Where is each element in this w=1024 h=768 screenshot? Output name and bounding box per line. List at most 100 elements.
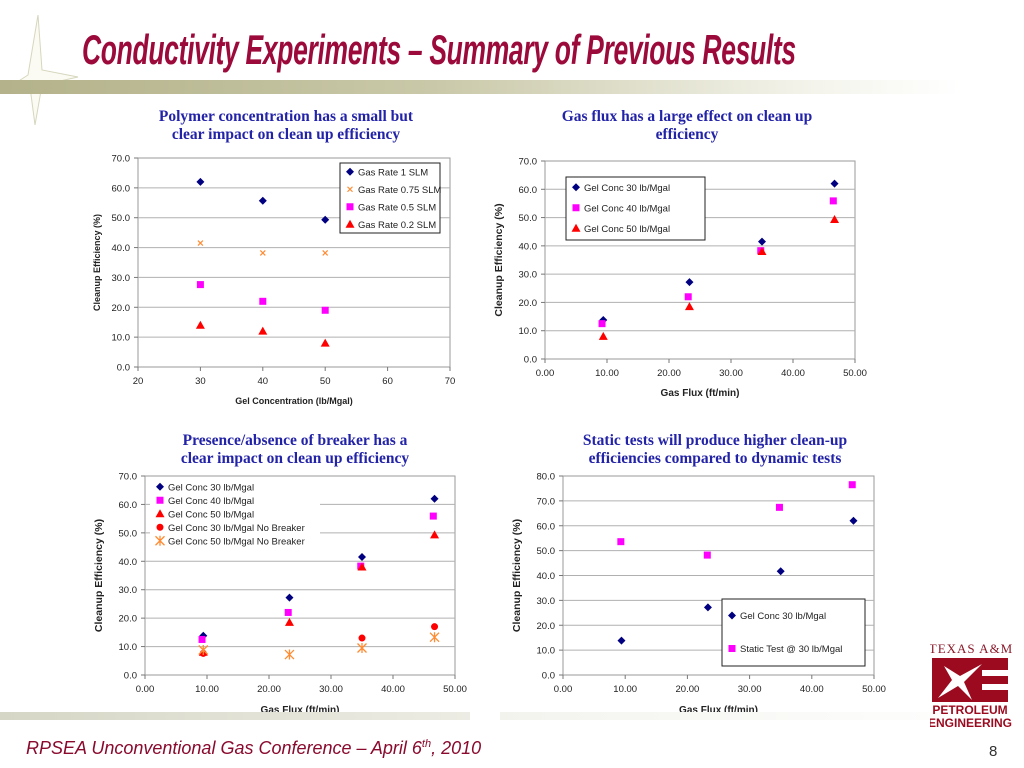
y-tick-label: 40.0 bbox=[119, 557, 138, 568]
data-point bbox=[320, 338, 330, 347]
y-tick-label: 70.0 bbox=[519, 157, 538, 168]
x-tick-label: 40 bbox=[258, 376, 269, 387]
legend-label: Gas Rate 0.2 SLM bbox=[358, 220, 436, 231]
x-tick-label: 50.00 bbox=[862, 684, 886, 695]
subtitle-line: Gas flux has a large effect on clean up bbox=[561, 108, 813, 125]
y-tick-label: 20.0 bbox=[519, 298, 538, 309]
data-point bbox=[758, 237, 766, 246]
legend-label: Gel Conc 30 lb/Mgal No Breaker bbox=[168, 523, 305, 534]
data-point bbox=[195, 320, 205, 329]
footer-bar bbox=[0, 712, 470, 720]
data-point bbox=[775, 503, 783, 511]
subtitle-line: Static tests will produce higher clean-u… bbox=[582, 432, 848, 449]
data-point bbox=[358, 553, 366, 562]
data-point bbox=[431, 623, 439, 631]
data-point bbox=[703, 551, 711, 559]
legend-marker bbox=[345, 219, 355, 228]
x-tick-label: 40.00 bbox=[381, 684, 405, 695]
legend-box bbox=[150, 479, 320, 547]
y-tick-label: 10.0 bbox=[537, 646, 556, 657]
y-axis-label: Cleanup Efficiency (%) bbox=[93, 519, 105, 632]
y-tick-label: 80.0 bbox=[537, 472, 556, 483]
chart-4: 0.0 10.0 20.0 30.0 40.0 50.0 60.0 70.0 80.0 0.00 1… bbox=[511, 472, 886, 717]
series-2 bbox=[617, 481, 856, 559]
x-axis-label: Gas Flux (ft/min) bbox=[261, 705, 340, 716]
series-1 bbox=[599, 179, 839, 324]
y-tick-label: 60.0 bbox=[519, 185, 538, 196]
x-axis-label: Gel Concentration (lb/Mgal) bbox=[235, 396, 353, 406]
y-axis-label: Cleanup Efficiency (%) bbox=[92, 214, 102, 311]
data-point bbox=[322, 250, 329, 256]
data-point bbox=[830, 215, 840, 224]
legend-marker bbox=[155, 535, 165, 546]
y-tick-label: 40.0 bbox=[112, 243, 131, 254]
x-tick-label: 40.00 bbox=[800, 684, 824, 695]
footer-end: , 2010 bbox=[431, 738, 482, 758]
x-tick-label: 20.00 bbox=[257, 684, 281, 695]
y-axis-label: Cleanup Efficiency (%) bbox=[511, 519, 523, 632]
legend-marker bbox=[156, 523, 164, 531]
x-tick-label: 30 bbox=[195, 376, 206, 387]
y-tick-label: 50.0 bbox=[112, 213, 131, 224]
header-bar bbox=[0, 80, 960, 94]
legend: Gel Conc 30 lb/Mgal Gel Conc 40 lb/Mgal Ge… bbox=[565, 176, 706, 241]
y-tick-label: 70.0 bbox=[537, 496, 556, 507]
legend-box bbox=[721, 598, 866, 667]
y-tick-label: 60.0 bbox=[537, 521, 556, 532]
data-point bbox=[684, 293, 692, 301]
x-tick-label: 30.00 bbox=[719, 368, 743, 379]
data-point bbox=[429, 512, 437, 520]
legend-marker bbox=[346, 167, 354, 176]
x-tick-label: 50.00 bbox=[443, 684, 467, 695]
y-tick-label: 20.0 bbox=[112, 303, 131, 314]
data-point bbox=[258, 196, 267, 205]
x-tick-label: 10.00 bbox=[195, 684, 219, 695]
legend-box bbox=[339, 162, 441, 234]
chart-2-subtitle: Gas flux has a large effect on clean up … bbox=[517, 108, 857, 144]
data-point bbox=[196, 177, 205, 186]
x-axis-label: Gas Flux (ft/min) bbox=[661, 388, 740, 399]
legend-marker bbox=[347, 186, 353, 193]
footer-bar bbox=[500, 712, 1020, 720]
data-point bbox=[598, 320, 606, 328]
y-tick-label: 20.0 bbox=[119, 614, 138, 625]
y-tick-label: 0.0 bbox=[124, 671, 137, 682]
data-point bbox=[284, 649, 295, 660]
y-tick-label: 0.0 bbox=[117, 363, 130, 374]
svg-text:TEXAS A&M: TEXAS A&M bbox=[930, 641, 1012, 656]
data-point bbox=[617, 538, 625, 546]
legend-marker bbox=[346, 203, 354, 211]
legend-marker bbox=[728, 611, 736, 620]
legend: Gas Rate 1 SLM Gas Rate 0.75 SLM Gas Rate … bbox=[339, 162, 442, 234]
x-tick-label: 0.00 bbox=[536, 368, 555, 379]
texas-am-petroleum-logo: TEXAS A&M PETROLEUM ENGINEERING bbox=[930, 641, 1012, 728]
legend-label: Gel Conc 40 lb/Mgal bbox=[168, 496, 254, 507]
x-tick-label: 20 bbox=[133, 376, 144, 387]
data-point bbox=[703, 603, 712, 612]
data-point bbox=[848, 481, 856, 489]
data-point bbox=[684, 302, 694, 311]
series-2 bbox=[197, 240, 329, 256]
series-5 bbox=[198, 632, 440, 660]
data-point bbox=[285, 593, 294, 602]
subtitle-line: Presence/absence of breaker has a bbox=[182, 432, 408, 449]
data-point bbox=[829, 197, 837, 205]
subtitle-line: clear impact on clean up efficiency bbox=[171, 126, 401, 143]
legend-marker bbox=[571, 223, 581, 232]
legend-label: Gas Rate 1 SLM bbox=[358, 167, 428, 178]
data-point bbox=[259, 297, 267, 305]
x-tick-label: 20.00 bbox=[676, 684, 700, 695]
x-tick-label: 50.00 bbox=[843, 368, 867, 379]
y-tick-label: 0.0 bbox=[542, 671, 555, 682]
x-tick-label: 50 bbox=[320, 376, 331, 387]
y-tick-label: 30.0 bbox=[519, 270, 538, 281]
y-tick-label: 40.0 bbox=[519, 241, 538, 252]
data-point bbox=[685, 278, 694, 287]
legend-marker bbox=[155, 509, 165, 518]
legend: Gel Conc 30 lb/Mgal Gel Conc 40 lb/Mgal Ge… bbox=[150, 479, 320, 547]
y-tick-label: 30.0 bbox=[119, 585, 138, 596]
data-point bbox=[321, 215, 330, 224]
data-point bbox=[259, 250, 266, 256]
subtitle-line: efficiency bbox=[655, 126, 719, 143]
